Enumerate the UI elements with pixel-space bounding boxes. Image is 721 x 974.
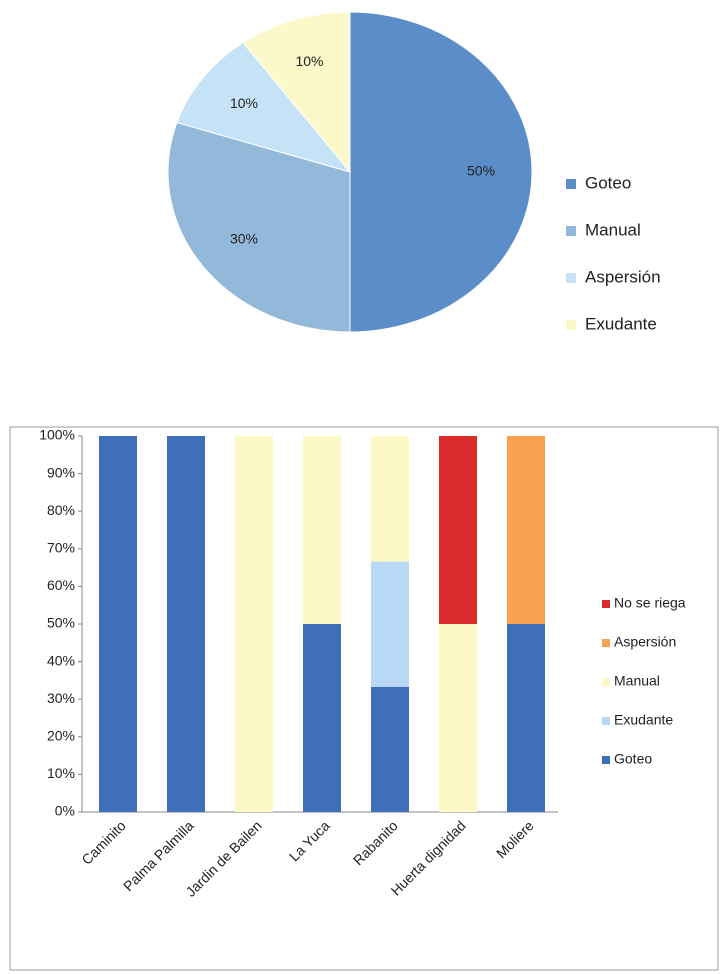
bar-segment	[99, 436, 137, 812]
legend-label: Goteo	[614, 751, 652, 767]
legend-label: Manual	[614, 673, 660, 689]
legend-label: Manual	[585, 220, 641, 239]
slice-label: 50%	[467, 163, 495, 179]
y-tick-label: 90%	[47, 464, 75, 480]
y-tick-label: 80%	[47, 502, 75, 518]
legend-swatch	[566, 179, 576, 189]
y-tick-label: 70%	[47, 540, 75, 556]
y-tick-label: 10%	[47, 765, 75, 781]
bar-segment	[303, 436, 341, 624]
pie-slice	[167, 121, 351, 333]
legend-swatch	[602, 639, 610, 647]
legend-label: No se riega	[614, 595, 686, 611]
bar-segment	[371, 686, 409, 812]
bar-segment	[371, 561, 409, 687]
bar-segment	[303, 624, 341, 812]
pie-slice	[176, 41, 352, 173]
legend-label: Aspersión	[585, 267, 661, 286]
slice-label: 30%	[230, 230, 258, 246]
y-tick-label: 50%	[47, 615, 75, 631]
bar-segment	[507, 624, 545, 812]
bar-segment	[507, 436, 545, 624]
y-tick-label: 60%	[47, 577, 75, 593]
legend-swatch	[566, 226, 576, 236]
legend-swatch	[566, 320, 576, 330]
bar-segment	[167, 436, 205, 812]
pie-slice	[349, 11, 533, 333]
legend-label: Goteo	[585, 173, 631, 192]
bar-segment	[371, 436, 409, 562]
legend-swatch	[602, 600, 610, 608]
slice-label: 10%	[295, 53, 323, 69]
bar-segment	[439, 624, 477, 812]
legend-swatch	[566, 273, 576, 283]
legend-swatch	[602, 717, 610, 725]
y-tick-label: 40%	[47, 652, 75, 668]
slice-label: 10%	[230, 95, 258, 111]
bar-segment	[439, 436, 477, 624]
pie-slice	[242, 11, 351, 174]
y-tick-label: 100%	[39, 427, 75, 443]
y-tick-label: 20%	[47, 728, 75, 744]
legend-swatch	[602, 756, 610, 764]
bar-segment	[235, 436, 273, 812]
legend-swatch	[602, 678, 610, 686]
y-tick-label: 30%	[47, 690, 75, 706]
legend-label: Exudante	[614, 712, 673, 728]
legend-label: Exudante	[585, 314, 657, 333]
legend-label: Aspersión	[614, 634, 676, 650]
y-tick-label: 0%	[55, 803, 75, 819]
